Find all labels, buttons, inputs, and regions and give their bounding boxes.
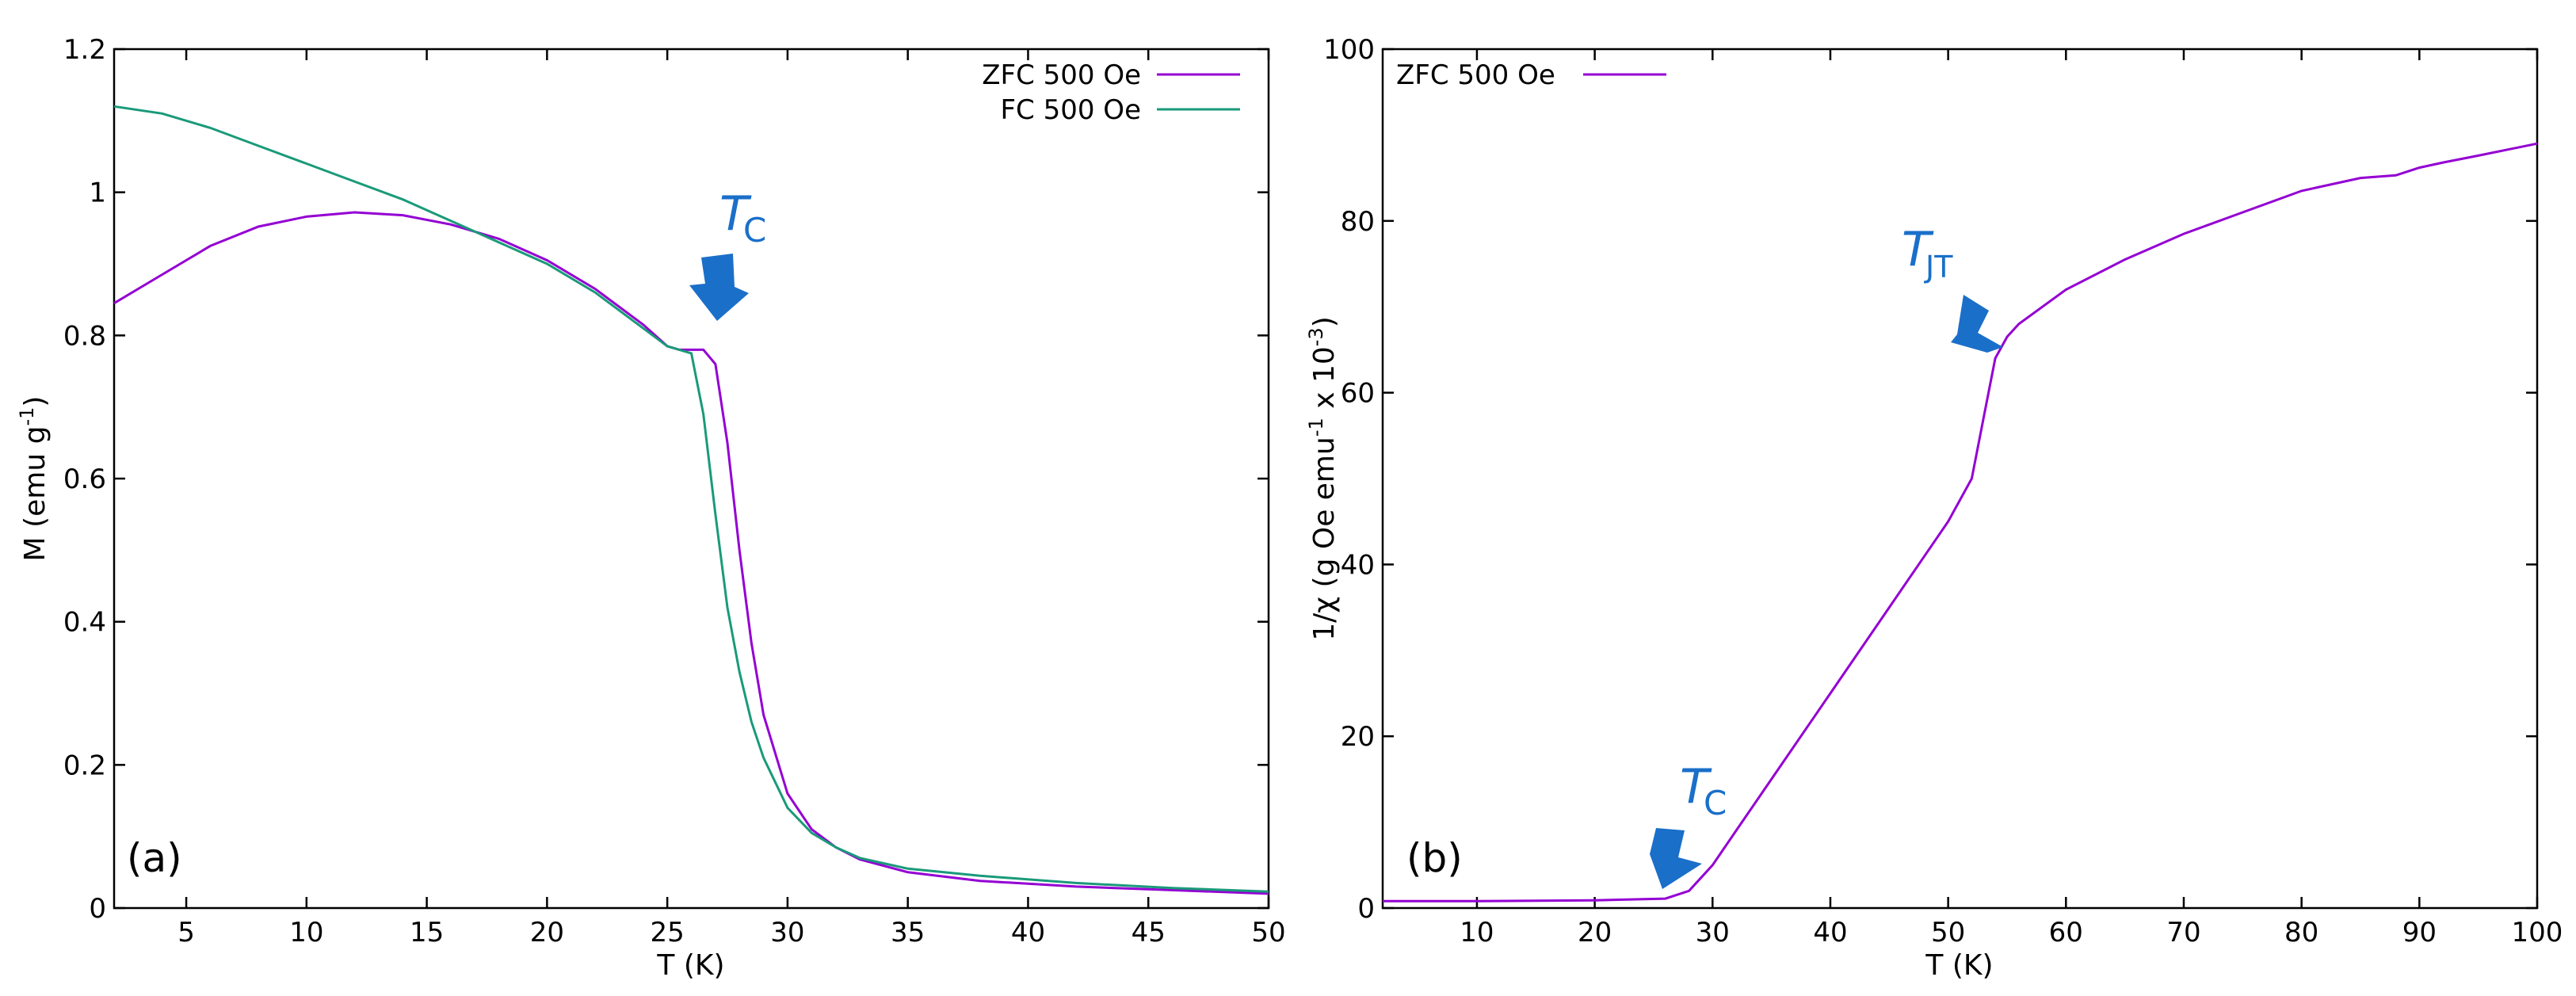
y-axis-title-a-main: M (emu g <box>19 426 52 562</box>
x-tick-label-b-3: 40 <box>1813 917 1847 948</box>
panel-a-series <box>113 105 1269 895</box>
series-line-b-0 <box>1383 142 2538 903</box>
x-tick-label-a-7: 40 <box>1011 917 1045 948</box>
x-axis-title-b: T (K) <box>1925 949 1993 982</box>
panel-b-legend: ZFC 500 Oe <box>1396 59 1666 91</box>
panel-a: 5 10 15 20 25 30 35 40 45 50 0 0.2 0.4 0.6 0.8 1 1.2 ZFC… <box>16 34 1286 982</box>
legend-b-zfc-label: ZFC 500 Oe <box>1396 59 1555 91</box>
panel-b-tjt-annotation: T JT <box>1902 222 2003 353</box>
panel-a-frame <box>113 48 1270 910</box>
tc-label-a: T <box>719 186 752 242</box>
y-axis-title-b-sup1: -1 <box>1305 418 1327 437</box>
legend-zfc-label: ZFC 500 Oe <box>982 59 1141 91</box>
y-axis-title-b-sup2: -3 <box>1305 327 1327 346</box>
x-tick-label-b-9: 100 <box>2512 917 2563 948</box>
panel-a-ticks: 5 10 15 20 25 30 35 40 45 50 0 0.2 0.4 0.6 0.8 1 1.2 <box>63 34 1286 948</box>
tc-arrow-b <box>1650 828 1702 889</box>
tjt-sub: JT <box>1924 250 1953 284</box>
y-tick-label-b-3: 60 <box>1341 378 1375 410</box>
y-tick-label-b-5: 100 <box>1323 34 1375 66</box>
panel-b-series <box>1383 142 2538 903</box>
x-tick-label-a-0: 5 <box>177 917 195 948</box>
x-tick-label-a-8: 45 <box>1132 917 1166 948</box>
y-tick-label-a-4: 0.8 <box>63 320 106 352</box>
x-tick-label-a-5: 30 <box>770 917 804 948</box>
tjt-arrow <box>1951 295 2003 353</box>
y-tick-label-b-0: 0 <box>1357 893 1375 925</box>
y-tick-label-a-1: 0.2 <box>63 750 106 781</box>
x-tick-label-a-4: 25 <box>651 917 685 948</box>
series-line-a-1 <box>113 105 1269 893</box>
y-tick-label-a-5: 1 <box>89 177 106 209</box>
y-tick-label-a-6: 1.2 <box>63 34 106 66</box>
y-axis-title-a: M (emu g-1) <box>16 396 52 562</box>
panel-a-legend: ZFC 500 Oe FC 500 Oe <box>982 59 1240 126</box>
tc-arrow-a <box>689 254 749 321</box>
x-tick-label-b-1: 20 <box>1578 917 1612 948</box>
y-axis-title-b-mid: x 10 <box>1308 346 1341 418</box>
x-tick-label-a-3: 20 <box>530 917 564 948</box>
tc-label-b: T <box>1680 759 1712 815</box>
panel-b-frame <box>1381 48 2539 910</box>
panel-a-tc-annotation: T C <box>689 186 766 321</box>
panel-b-tc-annotation: T C <box>1650 759 1727 889</box>
panel-b: 10 20 30 40 50 60 70 80 90 100 0 20 40 60 80 100 ZFC 50… <box>1305 34 2563 982</box>
panel-label-b: (b) <box>1406 835 1463 881</box>
y-tick-label-a-2: 0.4 <box>63 607 106 639</box>
x-tick-label-b-7: 80 <box>2284 917 2318 948</box>
tjt-label: T <box>1902 222 1934 277</box>
x-tick-label-b-2: 30 <box>1696 917 1730 948</box>
x-tick-label-b-0: 10 <box>1460 917 1494 948</box>
panel-label-a: (a) <box>127 835 182 881</box>
tc-sub-b: C <box>1704 784 1727 822</box>
x-tick-label-a-1: 10 <box>289 917 323 948</box>
x-tick-label-a-9: 50 <box>1251 917 1285 948</box>
y-tick-label-a-3: 0.6 <box>63 464 106 495</box>
panel-b-ticks: 10 20 30 40 50 60 70 80 90 100 0 20 40 60 80 100 <box>1323 34 2563 948</box>
y-axis-title-b-main: 1/χ (g Oe emu <box>1308 437 1341 641</box>
y-tick-label-b-4: 80 <box>1341 206 1375 238</box>
x-tick-label-a-6: 35 <box>891 917 925 948</box>
x-tick-label-b-4: 50 <box>1931 917 1965 948</box>
legend-fc-label: FC 500 Oe <box>1001 94 1142 126</box>
y-tick-label-a-0: 0 <box>89 893 106 925</box>
y-axis-title-b: 1/χ (g Oe emu-1 x 10-3) <box>1305 316 1341 641</box>
x-tick-label-b-5: 60 <box>2049 917 2083 948</box>
y-axis-title-a-end: ) <box>19 396 52 407</box>
series-line-a-0 <box>113 211 1269 895</box>
y-axis-title-b-end: ) <box>1308 316 1341 327</box>
y-tick-label-b-1: 20 <box>1341 721 1375 753</box>
y-axis-title-a-sup: -1 <box>16 407 38 426</box>
x-tick-label-b-8: 90 <box>2402 917 2437 948</box>
x-tick-label-b-6: 70 <box>2166 917 2200 948</box>
tc-sub-a: C <box>743 211 766 250</box>
x-tick-label-a-2: 15 <box>410 917 444 948</box>
x-axis-title-a: T (K) <box>656 949 724 982</box>
y-tick-label-b-2: 40 <box>1341 549 1375 581</box>
